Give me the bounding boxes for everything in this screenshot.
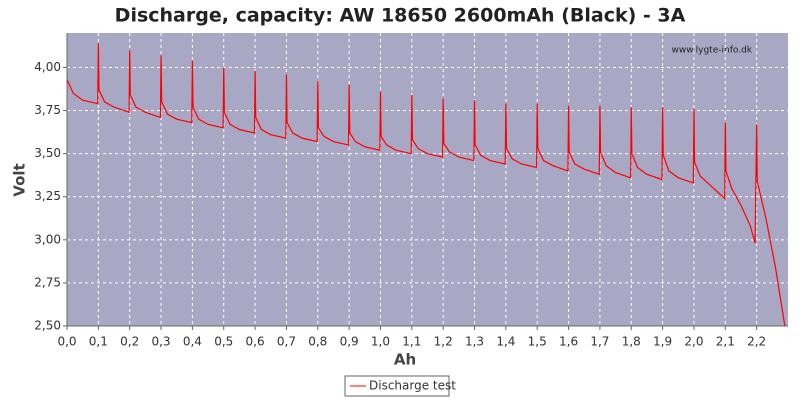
x-tick-label: 0,3 — [151, 335, 170, 349]
legend-label: Discharge test — [369, 379, 456, 393]
x-tick-label: 1,5 — [528, 335, 547, 349]
x-tick-label: 1,8 — [622, 335, 641, 349]
series-lines — [66, 43, 786, 327]
x-tick-label: 0,6 — [246, 335, 265, 349]
y-axis-label: Volt — [11, 163, 29, 196]
legend-box — [344, 375, 450, 397]
x-tick-label: 1,4 — [496, 335, 515, 349]
x-tick-label: 1,2 — [434, 335, 453, 349]
plot-area — [67, 33, 788, 326]
x-tick-label: 0,0 — [57, 335, 76, 349]
x-tick-label: 0,8 — [308, 335, 327, 349]
x-tick-label: 1,0 — [371, 335, 390, 349]
x-tick-label: 1,7 — [590, 335, 609, 349]
legend: Discharge test — [344, 375, 456, 397]
x-tick-label: 1,1 — [402, 335, 421, 349]
x-tick-label: 0,9 — [340, 335, 359, 349]
x-tick-label: 0,2 — [120, 335, 139, 349]
x-tick-label: 2,2 — [747, 335, 766, 349]
x-axis-label: Ah — [394, 351, 416, 369]
x-tick-label: 1,6 — [559, 335, 578, 349]
series-line — [66, 43, 786, 327]
x-tick-label: 1,3 — [465, 335, 484, 349]
y-tick-label: 3,75 — [34, 103, 61, 117]
x-tick-label: 0,7 — [277, 335, 296, 349]
watermark: www.lygte-info.dk — [672, 46, 753, 56]
y-tick-label: 4,00 — [34, 60, 61, 74]
chart-title: Discharge, capacity: AW 18650 2600mAh (B… — [115, 5, 686, 27]
x-tick-label: 2,1 — [716, 335, 735, 349]
y-tick-label: 3,50 — [34, 146, 61, 160]
y-tick-label: 3,25 — [34, 189, 61, 203]
y-tick-label: 2,75 — [34, 275, 61, 289]
y-tick-label: 2,50 — [34, 319, 61, 333]
x-tick-label: 0,1 — [89, 335, 108, 349]
y-tick-label: 3,00 — [34, 232, 61, 246]
x-tick-label: 0,5 — [214, 335, 233, 349]
x-tick-label: 0,4 — [183, 335, 202, 349]
x-tick-label: 2,0 — [684, 335, 703, 349]
x-tick-label: 1,9 — [653, 335, 672, 349]
